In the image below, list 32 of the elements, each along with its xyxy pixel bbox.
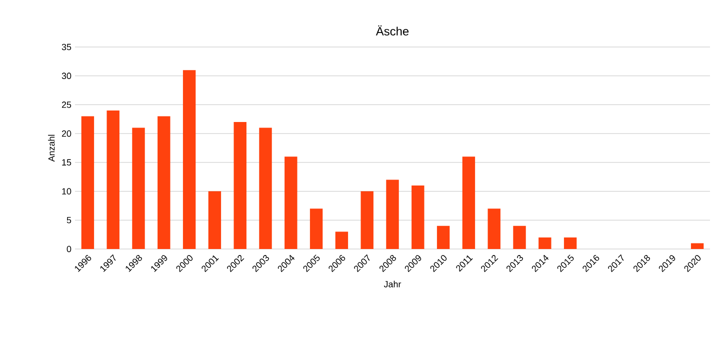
bar [208, 191, 222, 249]
bar [182, 70, 196, 249]
bar [234, 122, 246, 249]
bar [462, 156, 476, 249]
y-tick-label: 10 [62, 188, 72, 194]
bar [513, 226, 526, 249]
bar [488, 208, 500, 249]
bar [158, 116, 170, 249]
bar [284, 156, 298, 249]
chart-title: Äsche [376, 25, 409, 36]
bar [132, 128, 145, 249]
y-tick-label: 15 [62, 159, 72, 166]
bar [690, 243, 704, 249]
bar [360, 191, 374, 249]
y-tick-label: 0 [66, 246, 72, 252]
bar [564, 237, 577, 249]
y-tick-label: 25 [62, 102, 72, 108]
y-tick-label: 35 [62, 44, 72, 50]
bar [106, 110, 120, 249]
bar [436, 226, 450, 249]
y-tick-label: 30 [62, 72, 72, 80]
y-tick-label: 5 [66, 217, 72, 224]
bar [335, 232, 348, 249]
bar [538, 237, 552, 249]
x-axis-title: Jahr [384, 280, 402, 288]
bar [386, 180, 399, 249]
y-axis-title: Anzahl [48, 134, 55, 162]
bar [259, 128, 272, 249]
bar [412, 186, 424, 249]
y-tick-label: 20 [62, 130, 72, 137]
bar [81, 116, 94, 249]
bar [310, 208, 323, 249]
